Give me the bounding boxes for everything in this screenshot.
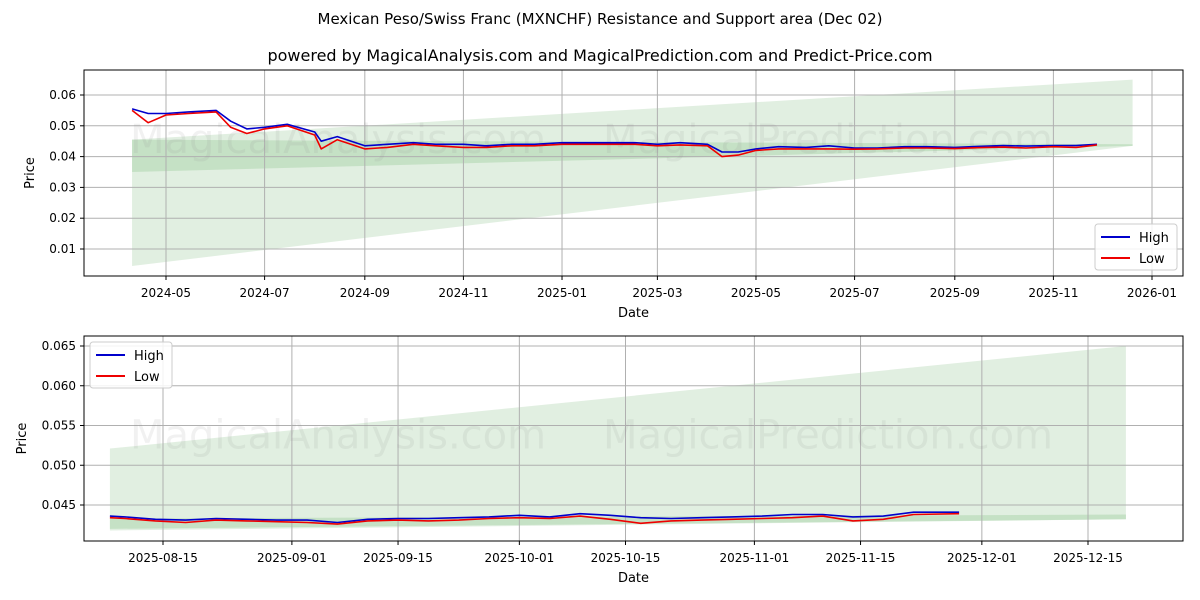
band-support-wide [109, 346, 1126, 531]
chart-panel-2: MagicalAnalysis.com MagicalPrediction.com… [15, 335, 1184, 586]
x-tick-label: 2025-05 [731, 286, 781, 300]
legend-label-high: High [1139, 231, 1169, 246]
x-tick-label: 2025-10-15 [591, 551, 661, 565]
chart-subtitle: powered by MagicalAnalysis.com and Magic… [267, 46, 933, 65]
x-tick-label: 2025-01 [537, 286, 587, 300]
y-tick-label: 0.01 [49, 242, 76, 256]
y-axis-label: Price [23, 157, 38, 189]
x-tick-label: 2025-11-15 [826, 551, 896, 565]
chart-title: Mexican Peso/Swiss Franc (MXNCHF) Resist… [317, 10, 883, 28]
band-support-wide [132, 79, 1133, 266]
x-tick-label: 2025-11 [1028, 286, 1078, 300]
x-tick-label: 2025-10-01 [484, 551, 554, 565]
x-tick-label: 2026-01 [1127, 286, 1177, 300]
y-tick-label: 0.060 [42, 379, 76, 393]
y-tick-label: 0.045 [42, 498, 76, 512]
x-tick-label: 2024-07 [240, 286, 290, 300]
series-low [109, 512, 960, 525]
legend-label-high: High [134, 349, 164, 364]
y-tick-label: 0.05 [49, 119, 76, 133]
watermark: MagicalPrediction.com [603, 117, 1053, 163]
y-tick-label: 0.06 [49, 88, 76, 102]
x-axis-label: Date [618, 306, 649, 321]
y-tick-label: 0.04 [49, 150, 76, 164]
y-tick-label: 0.02 [49, 211, 76, 225]
x-tick-label: 2025-12-15 [1053, 551, 1123, 565]
chart-panel-1: MagicalAnalysis.com MagicalPrediction.com… [23, 69, 1184, 321]
x-tick-label: 2025-09-15 [363, 551, 433, 565]
y-axis-label: Price [15, 423, 30, 455]
x-tick-label: 2025-09 [930, 286, 980, 300]
x-tick-label: 2024-05 [141, 286, 191, 300]
y-tick-label: 0.03 [49, 180, 76, 194]
legend-label-low: Low [1139, 252, 1165, 267]
watermark: MagicalPrediction.com [603, 413, 1053, 459]
y-tick-label: 0.055 [42, 419, 76, 433]
series-high [109, 511, 960, 524]
x-tick-label: 2025-03 [632, 286, 682, 300]
legend-label-low: Low [134, 370, 160, 385]
x-tick-label: 2024-09 [340, 286, 390, 300]
band-support-core [109, 514, 1126, 529]
x-tick-label: 2025-09-01 [257, 551, 327, 565]
x-tick-label: 2024-11 [438, 286, 488, 300]
x-axis-label: Date [618, 571, 649, 586]
y-tick-label: 0.050 [42, 458, 76, 472]
x-tick-label: 2025-07 [830, 286, 880, 300]
plot-frame [83, 335, 1184, 542]
series-low [131, 109, 1098, 158]
x-tick-label: 2025-08-15 [128, 551, 198, 565]
x-tick-label: 2025-11-01 [720, 551, 790, 565]
legend: High Low [89, 341, 173, 389]
legend: High Low [1094, 223, 1178, 271]
plot-frame [83, 69, 1184, 277]
series-high [131, 108, 1098, 153]
y-tick-label: 0.065 [42, 339, 76, 353]
watermark: MagicalAnalysis.com [130, 413, 546, 459]
x-tick-label: 2025-12-01 [947, 551, 1017, 565]
